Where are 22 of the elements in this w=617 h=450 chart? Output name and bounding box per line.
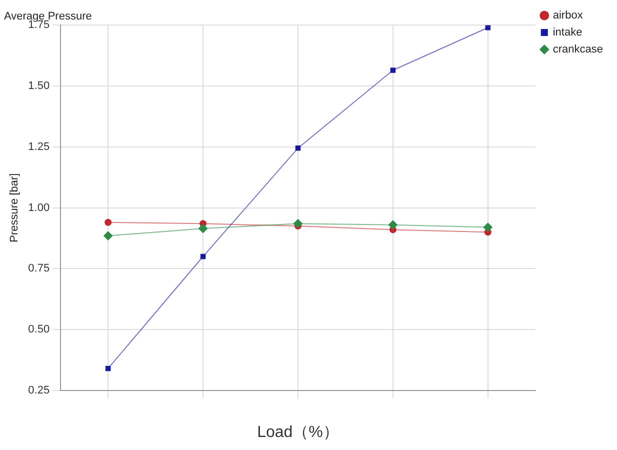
point (390, 68, 396, 73)
y-tick-label: 1.00 (28, 202, 50, 214)
point (105, 366, 111, 372)
point (104, 231, 113, 240)
point (104, 218, 112, 226)
point (293, 219, 302, 228)
y-tick-label: 0.75 (28, 262, 50, 275)
x-axis-title: Load（%） (257, 424, 339, 441)
y-axis-title: Pressure [bar] (8, 173, 21, 242)
point (198, 224, 208, 233)
point (485, 25, 491, 30)
y-tick-label: 0.25 (28, 384, 50, 396)
point (295, 146, 301, 151)
y-tick-label: 1.50 (28, 80, 50, 92)
y-tick-label: 0.50 (28, 324, 50, 336)
legend-label: intake (552, 26, 582, 39)
point (483, 222, 492, 232)
point (388, 220, 398, 230)
legend-label: crankcase (552, 44, 604, 56)
y-tick-label: 1.25 (28, 140, 50, 153)
legend-label: airbox (552, 10, 584, 22)
point (200, 254, 206, 260)
